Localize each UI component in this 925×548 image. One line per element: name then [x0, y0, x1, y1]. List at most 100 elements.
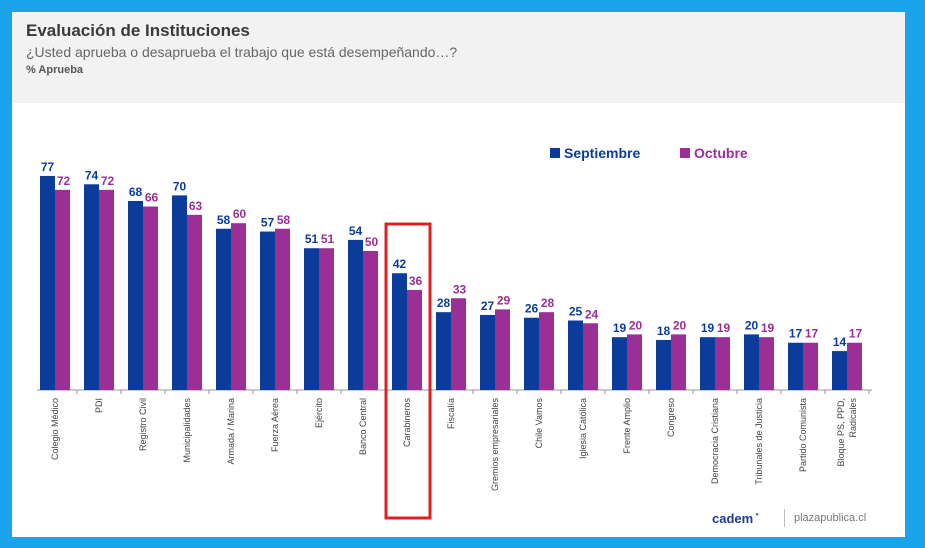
bar-septiembre — [260, 231, 275, 390]
bar-octubre — [275, 228, 290, 390]
data-label-septiembre: 27 — [481, 299, 495, 313]
data-label-septiembre: 68 — [129, 185, 143, 199]
data-label-septiembre: 18 — [657, 324, 671, 338]
data-label-octubre: 72 — [101, 174, 115, 188]
bar-septiembre — [392, 273, 407, 390]
bar-octubre — [539, 312, 554, 390]
data-label-octubre: 63 — [189, 199, 203, 213]
data-label-septiembre: 20 — [745, 318, 759, 332]
bar-septiembre — [788, 342, 803, 390]
bar-octubre — [671, 334, 686, 390]
data-label-septiembre: 19 — [701, 321, 715, 335]
category-label: Tribunales de Justicia — [754, 398, 764, 485]
bar-septiembre — [128, 200, 143, 390]
bar-septiembre — [568, 320, 583, 390]
bar-septiembre — [436, 312, 451, 390]
data-label-octubre: 20 — [629, 318, 643, 332]
category-label: Fiscalía — [446, 398, 456, 429]
data-label-octubre: 58 — [277, 213, 291, 227]
data-label-octubre: 20 — [673, 318, 687, 332]
bar-octubre — [55, 189, 70, 390]
data-label-septiembre: 57 — [261, 216, 275, 230]
bar-octubre — [583, 323, 598, 390]
data-label-octubre: 19 — [761, 321, 775, 335]
category-label: Carabineros — [402, 398, 412, 448]
bar-octubre — [847, 342, 862, 390]
category-label: Colegio Médico — [50, 398, 60, 460]
data-label-octubre: 17 — [849, 327, 863, 341]
legend-swatch-septiembre — [550, 148, 560, 158]
bar-octubre — [363, 251, 378, 390]
legend-label-septiembre: Septiembre — [564, 145, 641, 161]
data-label-octubre: 60 — [233, 207, 247, 221]
bar-septiembre — [348, 239, 363, 390]
cadem-logo-icon: ◔ — [753, 510, 760, 521]
bar-octubre — [759, 337, 774, 390]
bar-septiembre — [480, 314, 495, 390]
data-label-octubre: 28 — [541, 296, 555, 310]
data-label-octubre: 33 — [453, 282, 467, 296]
bar-octubre — [99, 189, 114, 390]
unit-label: % Aprueba — [26, 64, 84, 76]
data-label-octubre: 72 — [57, 174, 71, 188]
plazapublica-label: plazapublica.cl — [794, 512, 867, 524]
chart-frame: Evaluación de Instituciones ¿Usted aprue… — [12, 12, 905, 537]
bar-septiembre — [524, 317, 539, 390]
category-label: Radicales — [848, 398, 858, 438]
bar-octubre — [803, 342, 818, 390]
chart-subtitle: ¿Usted aprueba o desaprueba el trabajo q… — [26, 44, 458, 60]
category-label: Frente Amplio — [622, 398, 632, 454]
legend-label-octubre: Octubre — [694, 145, 748, 161]
bar-octubre — [451, 298, 466, 390]
data-label-septiembre: 54 — [349, 224, 363, 238]
bar-octubre — [231, 223, 246, 390]
data-label-octubre: 66 — [145, 191, 159, 205]
category-label: Bloque PS, PPD, — [836, 398, 846, 467]
bar-octubre — [319, 248, 334, 390]
category-label: Municipalidades — [182, 398, 192, 463]
bar-septiembre — [84, 184, 99, 390]
data-label-octubre: 29 — [497, 293, 511, 307]
legend-item-octubre: Octubre — [680, 145, 748, 161]
category-label: Iglesia Católica — [578, 398, 588, 459]
data-label-septiembre: 58 — [217, 213, 231, 227]
bar-septiembre — [40, 175, 55, 390]
category-label: Registro Civil — [138, 398, 148, 451]
data-label-septiembre: 17 — [789, 327, 803, 341]
data-label-octubre: 24 — [585, 307, 599, 321]
category-label: Fuerza Aérea — [270, 398, 280, 452]
data-label-septiembre: 51 — [305, 232, 319, 246]
data-label-septiembre: 42 — [393, 257, 407, 271]
bar-octubre — [495, 309, 510, 390]
data-label-octubre: 19 — [717, 321, 731, 335]
bar-octubre — [627, 334, 642, 390]
bar-septiembre — [744, 334, 759, 390]
data-label-septiembre: 74 — [85, 168, 99, 182]
chart-title: Evaluación de Instituciones — [26, 21, 250, 40]
category-label: PDI — [94, 398, 104, 413]
legend-item-septiembre: Septiembre — [550, 145, 640, 161]
bar-septiembre — [700, 337, 715, 390]
data-label-octubre: 36 — [409, 274, 423, 288]
header-panel: Evaluación de Instituciones ¿Usted aprue… — [12, 12, 905, 103]
data-label-septiembre: 19 — [613, 321, 627, 335]
legend-swatch-octubre — [680, 148, 690, 158]
data-label-septiembre: 26 — [525, 302, 539, 316]
bar-octubre — [143, 206, 158, 390]
category-label: Congreso — [666, 398, 676, 437]
bar-septiembre — [656, 339, 671, 390]
data-label-septiembre: 14 — [833, 335, 847, 349]
footer-divider — [784, 509, 785, 527]
category-label: Chile Vamos — [534, 398, 544, 449]
bar-octubre — [715, 337, 730, 390]
category-label: Democracia Cristiana — [710, 398, 720, 484]
data-label-octubre: 17 — [805, 327, 819, 341]
category-label: Partido Comunista — [798, 398, 808, 472]
data-label-octubre: 50 — [365, 235, 379, 249]
category-label: Ejército — [314, 398, 324, 428]
bar-septiembre — [304, 248, 319, 390]
bar-octubre — [187, 214, 202, 390]
cadem-logo: cadem◔ — [712, 510, 760, 526]
data-label-septiembre: 70 — [173, 179, 187, 193]
